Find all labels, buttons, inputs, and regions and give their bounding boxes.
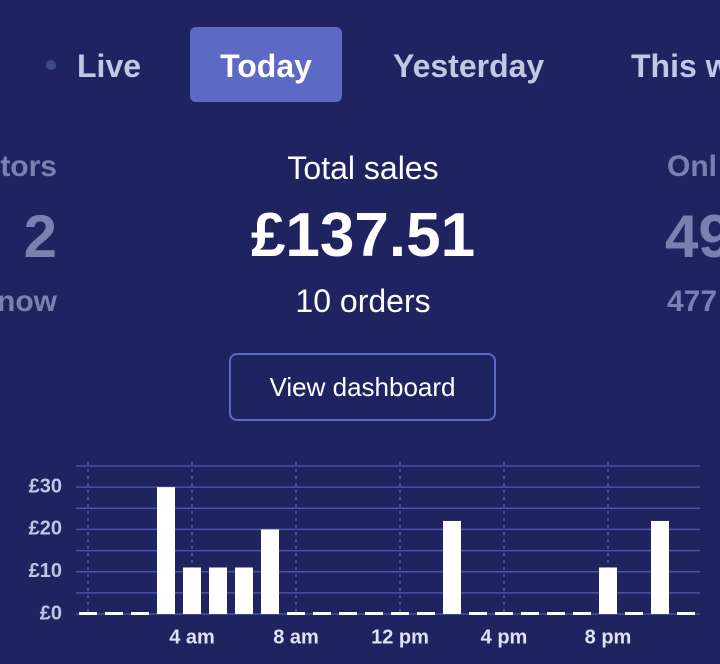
bar: [599, 567, 617, 614]
stat-value: £137.51: [250, 201, 476, 270]
stat-value: 49: [665, 203, 720, 270]
bar: [677, 612, 695, 615]
bar: [573, 612, 591, 615]
y-tick-label: £20: [29, 518, 62, 540]
tab[interactable]: This w: [631, 48, 720, 84]
y-tick-label: £30: [29, 475, 62, 497]
stat-sub: 477: [667, 285, 718, 318]
bar: [625, 612, 643, 615]
bar: [391, 612, 409, 615]
bar: [157, 487, 175, 614]
bar: [495, 612, 513, 615]
bar: [417, 612, 435, 615]
bar: [547, 612, 565, 615]
live-dot: [46, 60, 56, 70]
bar: [287, 612, 305, 615]
view-dashboard-button[interactable]: View dashboard: [229, 353, 496, 421]
x-tick-label: 4 am: [169, 626, 215, 648]
tab-selected[interactable]: Today: [220, 48, 312, 84]
bar: [469, 612, 487, 615]
bar: [235, 567, 253, 614]
stat-label: Onl: [667, 150, 717, 183]
y-tick-label: £10: [29, 560, 62, 582]
stat-label: Total sales: [287, 150, 439, 186]
bar: [183, 567, 201, 614]
x-tick-label: 4 pm: [481, 626, 528, 648]
tab[interactable]: Yesterday: [393, 48, 545, 84]
stat-sub: 10 orders: [295, 283, 431, 319]
bar: [261, 529, 279, 614]
y-tick-label: £0: [40, 602, 62, 624]
tab[interactable]: Live: [77, 48, 142, 84]
bar: [651, 520, 669, 614]
bar: [131, 612, 149, 615]
x-tick-label: 8 am: [273, 626, 319, 648]
stat-label: tors: [0, 150, 57, 183]
tab-selected-bg: [190, 27, 342, 102]
bar: [443, 520, 461, 614]
stat-sub: now: [0, 285, 57, 318]
bar: [313, 612, 331, 615]
bar: [365, 612, 383, 615]
bar: [521, 612, 539, 615]
x-tick-label: 12 pm: [371, 626, 429, 648]
bar: [209, 567, 227, 614]
bar: [105, 612, 123, 615]
stat-value: 2: [23, 203, 57, 270]
bar: [79, 612, 97, 615]
bar: [339, 612, 357, 615]
x-tick-label: 8 pm: [585, 626, 632, 648]
